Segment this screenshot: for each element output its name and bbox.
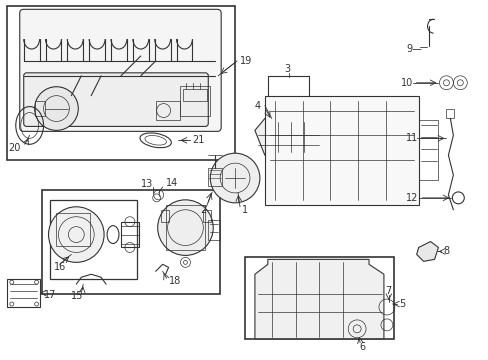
Text: 15: 15 [71, 291, 83, 301]
Circle shape [48, 207, 104, 262]
Bar [155, 100, 180, 121]
Text: 21: 21 [192, 135, 204, 145]
Text: 2: 2 [200, 205, 206, 215]
Bar [121, 222, 139, 247]
Bar [165, 205, 205, 251]
Bar [208, 168, 222, 186]
Bar [41, 190, 220, 294]
Text: 5: 5 [398, 299, 404, 309]
Circle shape [210, 153, 259, 203]
Bar [244, 257, 393, 339]
Bar [418, 121, 438, 180]
Bar [7, 6, 235, 160]
FancyBboxPatch shape [24, 73, 208, 126]
Text: 3: 3 [284, 64, 290, 74]
Text: 6: 6 [358, 342, 365, 352]
Text: 11: 11 [405, 133, 417, 143]
Text: 12: 12 [405, 193, 417, 203]
Bar [49, 200, 137, 279]
Text: 7: 7 [384, 286, 390, 296]
Bar [35, 100, 44, 117]
Text: 17: 17 [43, 290, 56, 300]
Circle shape [35, 87, 78, 130]
Text: 8: 8 [443, 247, 448, 256]
Bar [7, 279, 40, 307]
Text: 4: 4 [254, 100, 261, 111]
Polygon shape [254, 118, 321, 155]
Polygon shape [416, 242, 438, 261]
Bar [183, 89, 207, 100]
Bar [446, 109, 453, 118]
Text: 10: 10 [400, 78, 412, 88]
Polygon shape [254, 260, 383, 339]
Text: 9—: 9— [406, 44, 422, 54]
FancyBboxPatch shape [20, 9, 221, 131]
Bar [56, 213, 90, 247]
Bar [180, 86, 210, 116]
Text: 19: 19 [240, 56, 252, 66]
Text: 14: 14 [165, 178, 178, 188]
Bar [161, 210, 168, 222]
Text: 20: 20 [8, 143, 20, 153]
Bar [264, 96, 418, 205]
Circle shape [157, 200, 213, 255]
Bar [208, 220, 220, 239]
Text: 18: 18 [168, 276, 181, 286]
Text: 1: 1 [242, 205, 247, 215]
Text: 16: 16 [53, 262, 65, 272]
Text: 13: 13 [141, 179, 153, 189]
Bar [203, 210, 211, 222]
